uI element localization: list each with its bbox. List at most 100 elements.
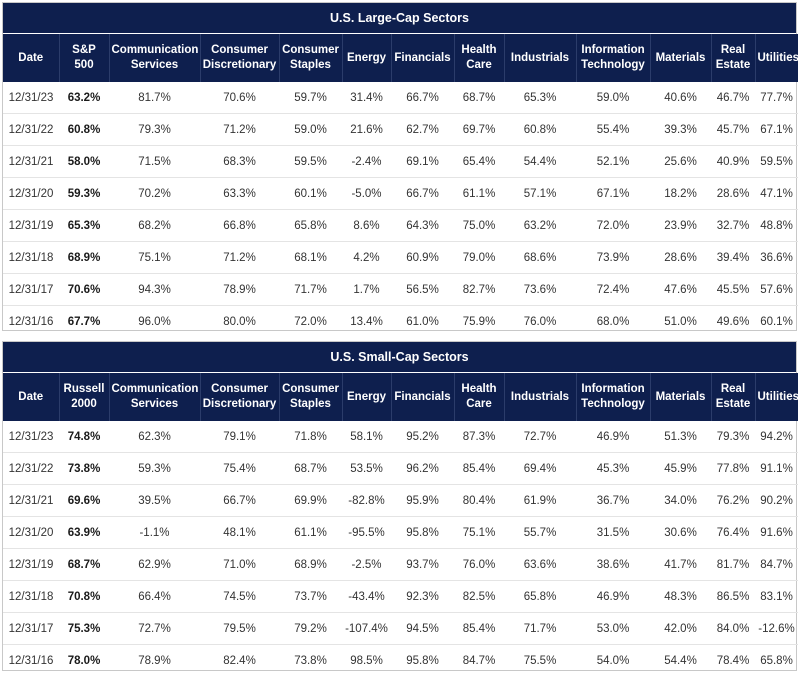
sector-value-cell: 47.6% [650, 274, 711, 306]
sector-value-cell: 47.1% [755, 178, 798, 210]
sector-value-cell: 59.5% [755, 146, 798, 178]
sector-value-cell: 90.2% [755, 485, 798, 517]
sector-value-cell: 36.7% [576, 485, 650, 517]
sector-value-cell: 67.1% [576, 178, 650, 210]
sector-value-cell: 80.4% [454, 485, 504, 517]
sector-value-cell: 95.8% [391, 645, 454, 676]
sector-value-cell: 68.2% [109, 210, 200, 242]
sector-value-cell: 1.7% [342, 274, 391, 306]
column-header: Information Technology [576, 373, 650, 421]
date-cell: 12/31/17 [3, 274, 59, 306]
sector-value-cell: 76.2% [711, 485, 755, 517]
sector-value-cell: 68.0% [576, 306, 650, 338]
sector-value-cell: 45.9% [650, 453, 711, 485]
sector-value-cell: 70.6% [200, 82, 279, 114]
sector-value-cell: 75.1% [454, 517, 504, 549]
index-value-cell: 73.8% [59, 453, 109, 485]
sector-value-cell: 85.4% [454, 613, 504, 645]
sector-value-cell: 91.6% [755, 517, 798, 549]
sector-value-cell: 60.9% [391, 242, 454, 274]
sector-value-cell: 73.8% [279, 645, 342, 676]
sector-value-cell: 78.4% [711, 645, 755, 676]
date-cell: 12/31/22 [3, 453, 59, 485]
sector-value-cell: 71.7% [504, 613, 576, 645]
date-cell: 12/31/16 [3, 306, 59, 338]
sector-value-cell: 71.2% [200, 114, 279, 146]
column-header: Industrials [504, 373, 576, 421]
sector-value-cell: 72.0% [279, 306, 342, 338]
sector-value-cell: 87.3% [454, 421, 504, 453]
sector-value-cell: 65.8% [755, 645, 798, 676]
sector-value-cell: 61.1% [454, 178, 504, 210]
index-value-cell: 74.8% [59, 421, 109, 453]
sector-value-cell: 83.1% [755, 581, 798, 613]
column-header: Communication Services [109, 34, 200, 82]
column-header: Industrials [504, 34, 576, 82]
sector-value-cell: 21.6% [342, 114, 391, 146]
sector-value-cell: 80.0% [200, 306, 279, 338]
sector-value-cell: 72.0% [576, 210, 650, 242]
column-header: Financials [391, 373, 454, 421]
column-header: Russell 2000 [59, 373, 109, 421]
sector-value-cell: 79.3% [109, 114, 200, 146]
sector-value-cell: 48.3% [650, 581, 711, 613]
column-header: Health Care [454, 373, 504, 421]
sector-value-cell: 60.1% [279, 178, 342, 210]
sector-value-cell: 59.5% [279, 146, 342, 178]
sector-value-cell: 55.7% [504, 517, 576, 549]
date-cell: 12/31/18 [3, 581, 59, 613]
sector-value-cell: 68.7% [279, 453, 342, 485]
sector-value-cell: 78.9% [109, 645, 200, 676]
sector-value-cell: 54.4% [504, 146, 576, 178]
sector-value-cell: 62.3% [109, 421, 200, 453]
sector-value-cell: 59.7% [279, 82, 342, 114]
sector-value-cell: 62.9% [109, 549, 200, 581]
sector-value-cell: 66.7% [391, 82, 454, 114]
column-header: Energy [342, 373, 391, 421]
sector-value-cell: 8.6% [342, 210, 391, 242]
index-value-cell: 68.9% [59, 242, 109, 274]
sector-value-cell: 76.0% [504, 306, 576, 338]
sector-value-cell: 68.1% [279, 242, 342, 274]
sector-value-cell: 98.5% [342, 645, 391, 676]
column-header: Consumer Discretionary [200, 373, 279, 421]
sector-value-cell: 75.5% [504, 645, 576, 676]
sector-value-cell: -1.1% [109, 517, 200, 549]
sector-value-cell: 76.0% [454, 549, 504, 581]
sector-value-cell: 69.1% [391, 146, 454, 178]
sector-value-cell: 91.1% [755, 453, 798, 485]
index-value-cell: 63.2% [59, 82, 109, 114]
sector-value-cell: 66.7% [200, 485, 279, 517]
sector-value-cell: -12.6% [755, 613, 798, 645]
sector-value-cell: 67.1% [755, 114, 798, 146]
sector-value-cell: 69.4% [504, 453, 576, 485]
sector-value-cell: 52.1% [576, 146, 650, 178]
column-header: Utilities [755, 373, 798, 421]
sector-value-cell: 75.4% [200, 453, 279, 485]
sector-value-cell: 81.7% [711, 549, 755, 581]
sector-value-cell: 45.7% [711, 114, 755, 146]
sector-value-cell: 63.2% [504, 210, 576, 242]
sector-value-cell: 53.0% [576, 613, 650, 645]
sector-value-cell: 45.3% [576, 453, 650, 485]
sector-value-cell: 95.2% [391, 421, 454, 453]
sector-value-cell: 69.9% [279, 485, 342, 517]
date-cell: 12/31/18 [3, 242, 59, 274]
date-cell: 12/31/20 [3, 517, 59, 549]
sector-value-cell: 72.7% [504, 421, 576, 453]
date-cell: 12/31/23 [3, 82, 59, 114]
sector-value-cell: 66.4% [109, 581, 200, 613]
index-value-cell: 68.7% [59, 549, 109, 581]
sector-value-cell: 77.8% [711, 453, 755, 485]
sector-value-cell: 85.4% [454, 453, 504, 485]
sector-value-cell: 79.1% [200, 421, 279, 453]
sector-value-cell: -43.4% [342, 581, 391, 613]
